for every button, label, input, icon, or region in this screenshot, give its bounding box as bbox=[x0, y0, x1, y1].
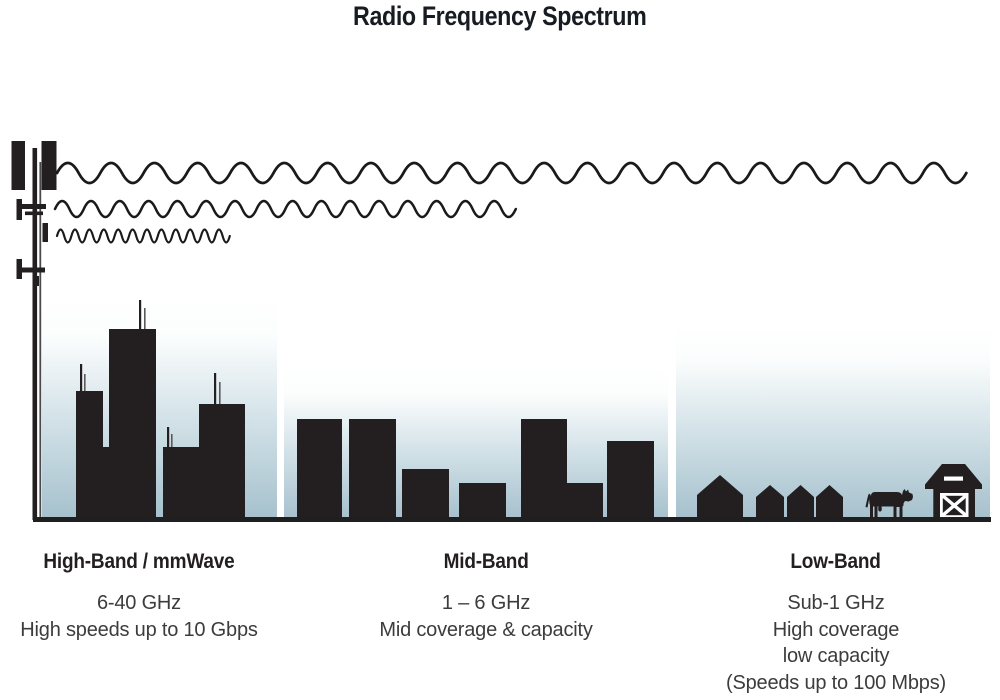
rooftop-antenna-line bbox=[84, 374, 86, 391]
band-description-line: Mid coverage & capacity bbox=[379, 618, 593, 641]
tower-panel-mid-right bbox=[42, 223, 48, 242]
tower-stub bbox=[35, 276, 39, 286]
high-frequency-short-wave bbox=[55, 228, 231, 244]
building-silhouette bbox=[349, 419, 396, 519]
tower-guy-line bbox=[39, 162, 42, 520]
mid-frequency-wave bbox=[53, 199, 518, 219]
building-silhouette bbox=[521, 419, 567, 519]
band-description-line: Sub-1 GHz bbox=[787, 592, 885, 614]
band-description-line: 1 – 6 GHz bbox=[441, 592, 531, 614]
rooftop-antenna-line bbox=[214, 373, 217, 404]
city-building-silhouettes bbox=[76, 300, 654, 519]
tower-pole bbox=[32, 148, 38, 520]
band-heading-mid: Mid-Band bbox=[443, 550, 529, 574]
rooftop-antenna-line bbox=[139, 300, 142, 329]
barn-icon bbox=[925, 464, 982, 520]
tower-crossbar-lower bbox=[18, 267, 45, 273]
cow-icon bbox=[865, 489, 913, 518]
building-silhouette bbox=[76, 391, 103, 519]
rooftop-antenna-line bbox=[144, 308, 146, 329]
tower-crossbar-upper bbox=[18, 204, 46, 209]
rural-low-band-icons bbox=[697, 464, 982, 520]
band-label-mid: Mid-Band 1 – 6 GHz Mid coverage & capacit… bbox=[379, 550, 592, 643]
band-details-high: 6-40 GHz High speeds up to 10 Gbps bbox=[20, 590, 258, 643]
building-silhouette bbox=[103, 447, 110, 519]
band-label-low: Low-Band Sub-1 GHz High coverage low capac… bbox=[726, 550, 946, 696]
barn-roof-vent bbox=[944, 476, 963, 481]
diagram-title: Radio Frequency Spectrum bbox=[353, 1, 647, 32]
band-details-low: Sub-1 GHz High coverage low capacity (Speed… bbox=[726, 590, 946, 696]
band-heading-low: Low-Band bbox=[790, 550, 882, 574]
tower-antenna-panel-right bbox=[41, 141, 57, 190]
tower-panel-mid-left bbox=[16, 199, 22, 220]
band-details-mid: 1 – 6 GHz Mid coverage & capacity bbox=[379, 590, 592, 643]
building-silhouette bbox=[607, 441, 654, 519]
rooftop-antenna-line bbox=[80, 364, 83, 391]
tower-crossbar-second bbox=[25, 211, 43, 216]
building-silhouette bbox=[402, 469, 449, 519]
band-heading-high: High-Band / mmWave bbox=[43, 550, 235, 574]
house-icon bbox=[816, 485, 843, 519]
band-description-line: High speeds up to 10 Gbps bbox=[20, 618, 258, 641]
building-silhouette bbox=[567, 483, 603, 519]
barn-door-cross-2 bbox=[941, 494, 967, 517]
low-frequency-long-wave bbox=[55, 161, 968, 185]
rooftop-antenna-line bbox=[219, 382, 221, 404]
house-icon bbox=[697, 475, 743, 519]
cell-tower-icon bbox=[11, 141, 57, 520]
band-description-line: (Speeds up to 100 Mbps) bbox=[726, 671, 946, 694]
house-icon bbox=[756, 485, 784, 519]
house-icon bbox=[787, 485, 814, 519]
building-silhouette bbox=[163, 447, 200, 519]
building-silhouette bbox=[459, 483, 506, 519]
building-silhouette bbox=[297, 419, 342, 519]
building-silhouette bbox=[109, 329, 156, 519]
title-bar: Radio Frequency Spectrum bbox=[0, 1, 1000, 32]
rooftop-antenna-line bbox=[171, 434, 173, 447]
radio-wave-lines bbox=[53, 161, 968, 244]
building-silhouette bbox=[199, 404, 245, 519]
tower-antenna-panel-left bbox=[11, 141, 25, 190]
ground-line bbox=[33, 517, 991, 522]
band-description-line: low capacity bbox=[782, 645, 890, 667]
band-description-line: High coverage bbox=[772, 618, 900, 641]
rooftop-antenna-line bbox=[167, 427, 170, 447]
ground-baseline bbox=[33, 517, 991, 522]
band-description-line: 6-40 GHz bbox=[96, 592, 181, 614]
band-label-high: High-Band / mmWave 6-40 GHz High speeds u… bbox=[20, 550, 258, 643]
